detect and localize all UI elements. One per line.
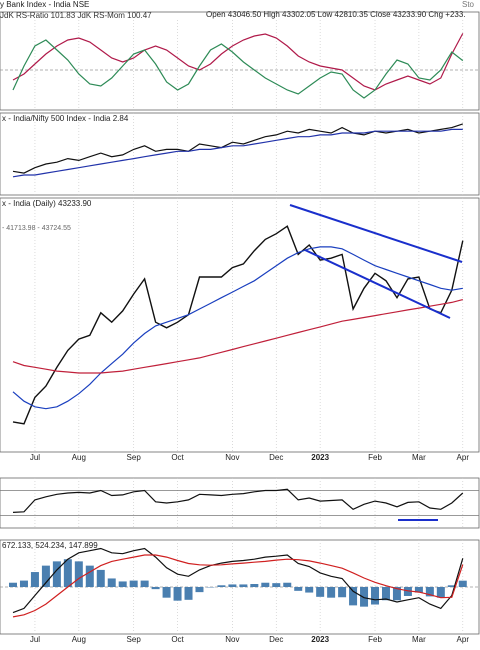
histogram-bar [305,587,314,593]
histogram-bar [316,587,325,597]
x-tick-label: Jul [30,453,40,462]
histogram-bar [9,582,17,587]
histogram-bar [96,569,105,587]
x-tick-label: Aug [72,635,86,644]
series-line [12,39,464,99]
panel-title: 672.133, 524.234, 147.899 [2,541,98,550]
histogram-bar [162,587,171,598]
histogram-bar [52,561,61,587]
histogram-bar [151,587,160,590]
panel-frame [0,477,480,529]
histogram-bar [327,587,336,598]
histogram-bar [371,587,380,605]
histogram-bar [195,587,204,593]
histogram-bar [436,587,445,598]
series-line [12,128,463,178]
quote: Open 43046.50 High 43302.05 Low 42810.35… [206,10,466,19]
series-line [12,299,463,374]
panel-frame [0,197,480,453]
x-tick-label: 2023 [311,453,329,462]
histogram-bar [63,559,72,587]
x-tick-label: Oct [171,635,184,644]
histogram-bar [228,584,237,587]
x-tick-label: Nov [225,635,239,644]
histogram-bar [250,584,259,587]
panel-frame [0,112,480,196]
source: Sto [462,0,475,9]
series-line [12,554,464,618]
histogram-bar [74,561,83,587]
panel-frame [0,539,480,635]
x-tick-label: Sep [127,453,142,462]
panel-subtitle: - 41713.98 - 43724.55 [2,225,71,232]
histogram-bar [217,585,226,587]
x-tick-label: Apr [457,453,470,462]
histogram-bar [107,578,116,587]
x-tick-label: Mar [412,453,426,462]
x-tick-label: 2023 [311,635,329,644]
histogram-bar [403,587,412,596]
histogram-bar [458,580,467,587]
histogram-bar [283,582,292,587]
panel-title: x - India (Daily) 43233.90 [2,199,92,208]
trendlines [289,204,463,521]
histogram-bar [19,580,28,587]
panel-title: JdK RS-Ratio 101.83 JdK RS-Mom 100.47 [0,11,152,20]
x-tick-label: Jul [30,635,40,644]
series-line [12,488,464,513]
chart-title: y Bank Index - India NSE [0,0,89,9]
histogram-bar [360,587,369,607]
x-tick-label: Feb [368,453,382,462]
histogram-bar [272,583,281,587]
x-tick-label: Dec [269,635,283,644]
panel-title: x - India/Nifty 500 Index - India 2.84 [2,114,129,123]
series-line [12,123,463,174]
series-line [12,246,463,410]
x-tick-label: Feb [368,635,382,644]
series-line [12,33,464,91]
x-tick-label: Dec [269,453,283,462]
x-tick-label: Sep [127,635,142,644]
series-line [12,225,464,425]
x-tick-label: Oct [171,453,184,462]
histogram-bar [118,581,127,587]
histogram-bar [239,584,248,587]
upper-channel [289,204,463,263]
x-tick-label: Mar [412,635,426,644]
panel-frame [0,11,480,111]
histogram-bar [338,587,347,598]
histogram-bar [41,565,50,587]
x-tick-label: Aug [72,453,86,462]
histogram-bar [294,587,303,591]
x-tick-label: Nov [225,453,239,462]
histogram-bar [349,587,358,606]
x-tick-label: Apr [457,635,470,644]
histogram-bar [184,587,193,600]
histogram-bar [173,587,182,601]
histogram-bar [414,587,423,593]
histogram-bar [140,580,149,587]
histogram-bar [261,582,270,587]
histogram-bar [425,587,434,597]
series-line [12,547,464,614]
histogram-bar [129,580,138,587]
histogram-bar [447,585,456,587]
lower-channel [304,249,451,319]
histogram-bar [381,587,390,601]
histogram-bar [85,565,94,587]
histogram-bar [30,572,39,587]
histogram-bar [392,587,401,601]
